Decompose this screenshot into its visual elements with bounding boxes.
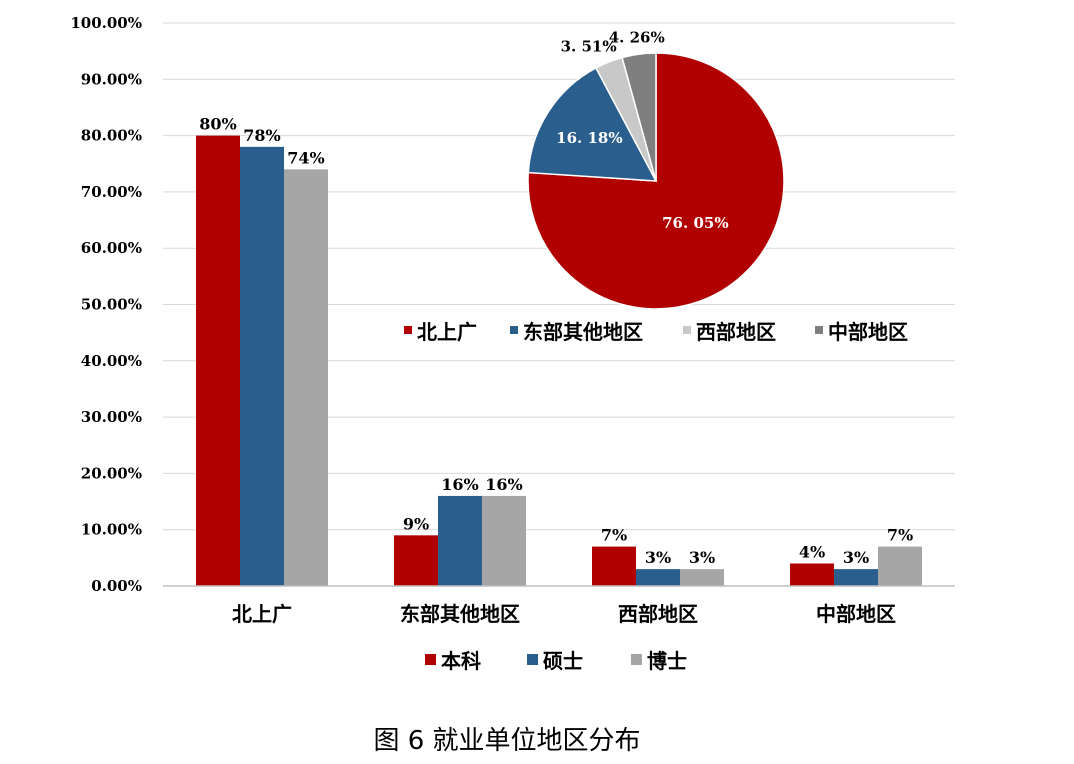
pie-chart bbox=[527, 52, 785, 310]
legend-label: 本科 bbox=[441, 649, 481, 673]
y-tick-label: 70.00% bbox=[81, 183, 142, 201]
pie-chart-legend: 北上广 东部其他地区 西部地区 中部地区 bbox=[404, 320, 908, 344]
pie-slice bbox=[527, 52, 785, 310]
bar bbox=[482, 495, 526, 586]
bar-value-label: 16% bbox=[485, 475, 522, 494]
bar bbox=[834, 569, 878, 586]
bar-value-label: 80% bbox=[199, 115, 236, 134]
bar bbox=[790, 563, 834, 586]
y-tick-label: 100.00% bbox=[70, 14, 142, 32]
pie-slice bbox=[621, 52, 657, 182]
pie-value-label: 3. 51% bbox=[561, 38, 617, 56]
legend-swatch bbox=[683, 326, 691, 334]
bar bbox=[394, 535, 438, 586]
legend-swatch bbox=[527, 654, 538, 665]
y-tick-label: 20.00% bbox=[81, 464, 142, 482]
bar-value-label: 4% bbox=[799, 542, 825, 561]
y-tick-label: 90.00% bbox=[81, 70, 142, 88]
pie-value-label: 4. 26% bbox=[609, 29, 665, 47]
legend-label: 中部地区 bbox=[828, 320, 908, 344]
figure-caption: 图 6 就业单位地区分布 bbox=[373, 726, 640, 756]
bar bbox=[438, 495, 482, 586]
bar bbox=[878, 546, 922, 586]
legend-label: 硕士 bbox=[543, 649, 583, 673]
bar-value-label: 3% bbox=[645, 548, 671, 567]
y-tick-label: 80.00% bbox=[81, 127, 142, 145]
legend-label: 博士 bbox=[647, 649, 687, 673]
category-label: 西部地区 bbox=[618, 602, 698, 626]
category-label: 东部其他地区 bbox=[400, 602, 520, 626]
bar-value-label: 3% bbox=[843, 548, 869, 567]
bar-value-label: 78% bbox=[243, 126, 280, 145]
bar bbox=[592, 546, 636, 586]
y-tick-label: 10.00% bbox=[81, 521, 142, 539]
x-axis-category-labels: 北上广 东部其他地区 西部地区 中部地区 bbox=[232, 602, 896, 626]
bar bbox=[196, 135, 240, 586]
legend-swatch bbox=[404, 326, 412, 334]
pie-slice bbox=[527, 66, 658, 182]
bar bbox=[680, 569, 724, 586]
y-tick-label: 50.00% bbox=[81, 296, 142, 314]
category-label: 中部地区 bbox=[816, 602, 896, 626]
bar-chart-legend: 本科 硕士 博士 bbox=[425, 649, 687, 673]
legend-label: 西部地区 bbox=[696, 320, 776, 344]
y-tick-label: 30.00% bbox=[81, 408, 142, 426]
bar-value-label: 74% bbox=[287, 148, 324, 167]
bar-value-label: 7% bbox=[601, 526, 627, 545]
bar-value-label: 7% bbox=[887, 526, 913, 545]
legend-swatch bbox=[815, 326, 823, 334]
y-tick-label: 60.00% bbox=[81, 239, 142, 257]
bar bbox=[284, 169, 328, 586]
bar bbox=[636, 569, 680, 586]
pie-data-labels: 76. 05% 16. 18% 3. 51%4. 26% bbox=[556, 29, 728, 232]
pie-value-label: 76. 05% bbox=[662, 214, 728, 232]
legend-label: 北上广 bbox=[417, 320, 477, 344]
bar bbox=[240, 146, 284, 587]
pie-value-label: 16. 18% bbox=[556, 129, 622, 147]
bar-data-labels: 80% 78% 74% 9% 16% 16% 7% 3% 3% 4% 3% 7% bbox=[199, 115, 913, 568]
legend-swatch bbox=[425, 654, 436, 665]
y-tick-label: 40.00% bbox=[81, 352, 142, 370]
bar-value-label: 3% bbox=[689, 548, 715, 567]
legend-label: 东部其他地区 bbox=[523, 320, 643, 344]
y-tick-label: 0.00% bbox=[91, 577, 142, 595]
bar-value-label: 9% bbox=[403, 514, 429, 533]
y-axis-tick-labels: 0.00% 10.00% 20.00% 30.00% 40.00% 50.00% 60.00… bbox=[70, 14, 142, 595]
bar-chart-bars bbox=[196, 135, 922, 587]
category-label: 北上广 bbox=[232, 602, 292, 626]
bar-value-label: 16% bbox=[441, 475, 478, 494]
legend-swatch bbox=[510, 326, 518, 334]
legend-swatch bbox=[631, 654, 642, 665]
